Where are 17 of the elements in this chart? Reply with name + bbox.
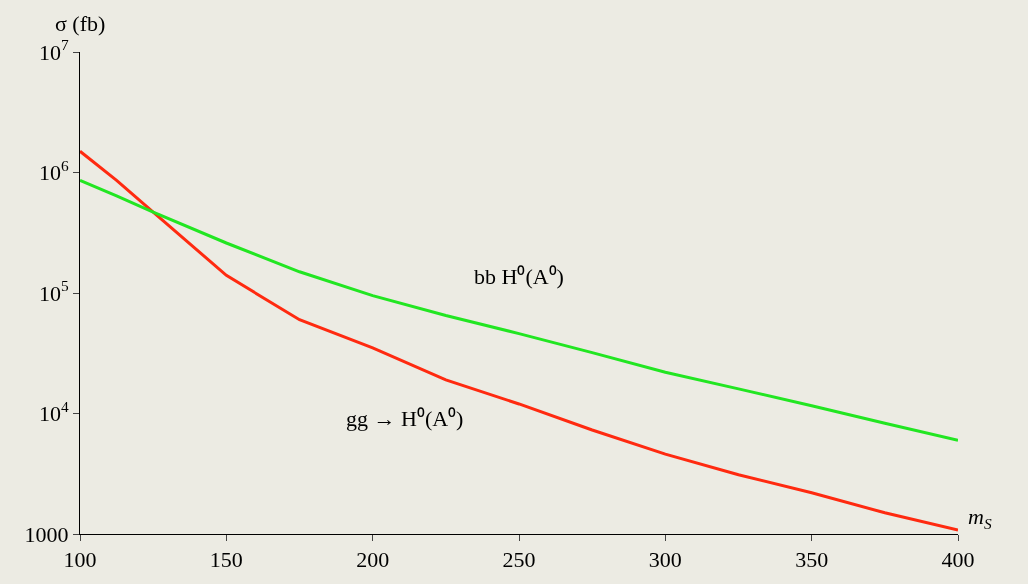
line-series <box>80 178 958 442</box>
y-tick-label: 10$^{5}$ <box>38 277 69 306</box>
y-tick-label: 10$^{4}$ <box>38 397 69 427</box>
x-tick-label: 150 <box>209 547 243 573</box>
annotation: bb H⁰(A⁰) <box>474 264 564 289</box>
y-tick-label: 10$^{6}$ <box>38 156 69 186</box>
x-tick-label: 300 <box>648 547 682 573</box>
x-tick-label: 100 <box>63 547 97 573</box>
x-tick-label: 400 <box>941 547 975 573</box>
x-tick-label: 200 <box>356 547 390 573</box>
y-axis-title: σ (fb) <box>55 11 106 36</box>
annotation: gg → H⁰(A⁰) <box>346 406 464 431</box>
y-tick-label: 1000 <box>24 521 69 547</box>
y-tick-label: 10$^{7}$ <box>38 36 69 65</box>
x-tick-label: 250 <box>502 547 536 573</box>
x-axis-title: m$_{S}$ <box>968 504 992 532</box>
x-tick-label: 350 <box>795 547 829 573</box>
